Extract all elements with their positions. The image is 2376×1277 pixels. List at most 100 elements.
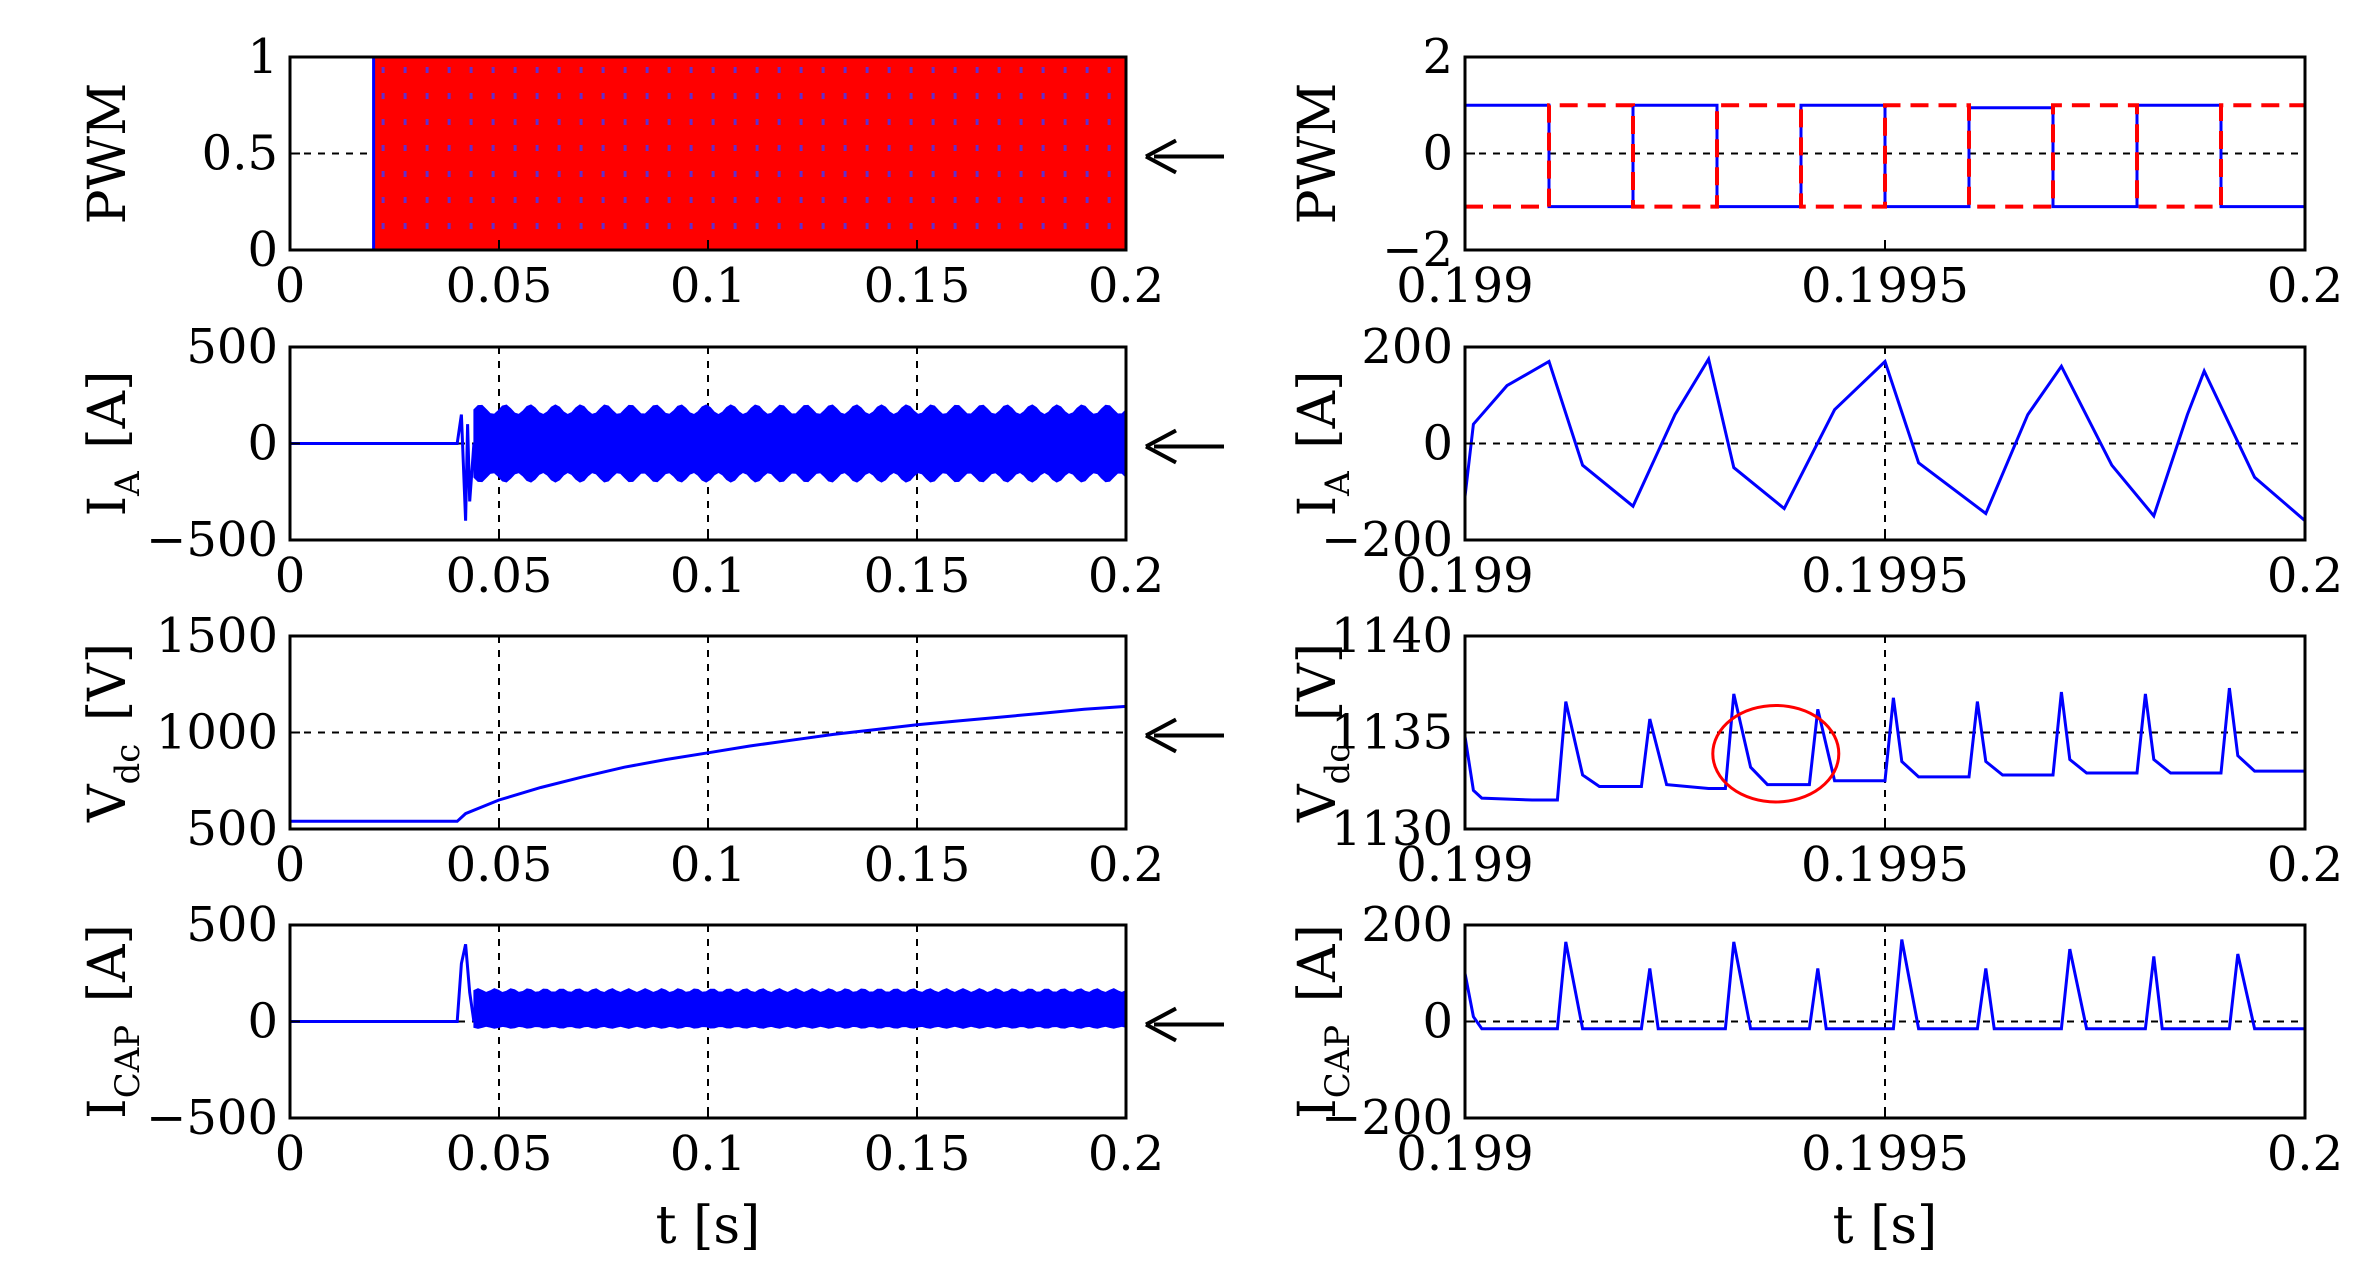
y-tick-label: −500 [146,1090,278,1146]
y-tick-label: −200 [1321,512,1453,568]
x-tick-label: 0.1995 [1801,837,1969,893]
y-tick-label: −2 [1382,222,1453,278]
plot-area [290,925,1126,1118]
y-axis-label: Vdc [V] [1288,643,1358,823]
series-right-vdc-0 [1465,687,2305,802]
y-tick-label: 0 [1422,994,1453,1050]
x-tick-label: 0.2 [2267,548,2343,604]
y-axis-label: IA [A] [78,371,148,517]
x-tick-label: 0.2 [1088,1126,1164,1182]
series-right-icap-0 [1465,939,2305,1031]
x-tick-label: 0.2 [1088,837,1164,893]
y-tick-label: −200 [1321,1090,1453,1146]
plot-area [1465,925,2305,1118]
arrow-icon [1145,428,1224,465]
x-tick-label: 0.199 [1396,548,1533,604]
x-tick-label: 0.199 [1396,837,1533,893]
series-right-ia-0 [1465,355,2305,522]
x-tick-label: 0.05 [446,837,553,893]
y-tick-label: 0 [1422,416,1453,472]
x-tick-label: 0.2 [1088,258,1164,314]
x-axis-label: t [s] [656,1196,761,1256]
y-tick-label: 1500 [156,608,278,664]
y-axis-label: ICAP [A] [1288,924,1358,1119]
series-right-pwm-1 [1465,103,2305,209]
plot-area [290,636,1126,829]
y-tick-label: 0 [247,416,278,472]
y-tick-label: −500 [146,512,278,568]
series-left-ia-0 [290,414,476,521]
y-tick-label: 1140 [1331,608,1453,664]
arrow-icon [1145,717,1224,754]
x-tick-label: 0.2 [2267,837,2343,893]
plot-area [1465,636,2305,829]
arrow-icon [1145,138,1224,175]
x-tick-label: 0.199 [1396,1126,1533,1182]
x-tick-label: 0.15 [864,548,971,604]
y-tick-label: 200 [1361,319,1453,375]
y-tick-label: 2 [1422,29,1453,85]
x-axis-label: t [s] [1833,1196,1938,1256]
x-tick-label: 0.199 [1396,258,1533,314]
y-tick-label: 0.5 [202,126,278,182]
series-left-pwm-0 [373,57,1126,250]
series-left-icap-1 [473,988,1126,1029]
x-tick-label: 0.1 [670,548,746,604]
y-tick-label: 0 [247,994,278,1050]
y-axis-label: ICAP [A] [78,924,148,1119]
x-tick-label: 0.15 [864,1126,971,1182]
plot-area [1465,103,2305,209]
x-tick-label: 0.2 [2267,1126,2343,1182]
panel-left-pwm: 0 0.05 0.1 0.15 0.2 0 0.5 1 PWM [78,29,1224,314]
y-axis-label: IA [A] [1288,371,1358,517]
y-tick-label: 500 [186,801,278,857]
y-tick-label: 1130 [1331,801,1453,857]
x-tick-label: 0.05 [446,548,553,604]
panel-right-pwm: 0.199 0.1995 0.2 −2 0 2 PWM [1288,29,2343,314]
x-tick-label: 0.1 [670,837,746,893]
x-tick-label: 0.2 [2267,258,2343,314]
x-tick-label: 0.15 [864,837,971,893]
y-tick-label: 1135 [1331,705,1453,761]
arrow-icon [1145,1006,1224,1043]
x-tick-label: 0 [275,837,306,893]
x-tick-label: 0.05 [446,258,553,314]
y-tick-label: 0 [247,222,278,278]
series-left-pwm-0-texture [381,67,1111,250]
y-tick-label: 500 [186,897,278,953]
x-tick-label: 0.15 [864,258,971,314]
plot-area [290,347,1126,540]
y-axis-label: PWM [78,83,138,225]
x-tick-label: 0.1995 [1801,1126,1969,1182]
highlight-circle [1711,703,1841,804]
plot-area [290,57,1126,250]
y-tick-label: 0 [1422,126,1453,182]
x-tick-label: 0.05 [446,1126,553,1182]
series-left-icap-0 [290,943,476,1023]
y-axis-label: Vdc [V] [78,643,148,823]
y-axis-label: PWM [1288,83,1348,225]
y-tick-label: 1 [247,29,278,85]
y-tick-label: 1000 [156,705,278,761]
x-tick-label: 0.1 [670,1126,746,1182]
x-tick-label: 0 [275,548,306,604]
x-tick-label: 0 [275,1126,306,1182]
x-tick-label: 0.2 [1088,548,1164,604]
x-tick-label: 0.1995 [1801,258,1969,314]
x-tick-label: 0 [275,258,306,314]
series-left-ia-1 [473,404,1126,483]
x-tick-label: 0.1 [670,258,746,314]
y-tick-label: 200 [1361,897,1453,953]
x-tick-label: 0.1995 [1801,548,1969,604]
series-left-vdc-0 [290,704,1126,823]
y-tick-label: 500 [186,319,278,375]
plot-area [1465,347,2305,540]
series-left-pwm-1 [290,57,376,250]
